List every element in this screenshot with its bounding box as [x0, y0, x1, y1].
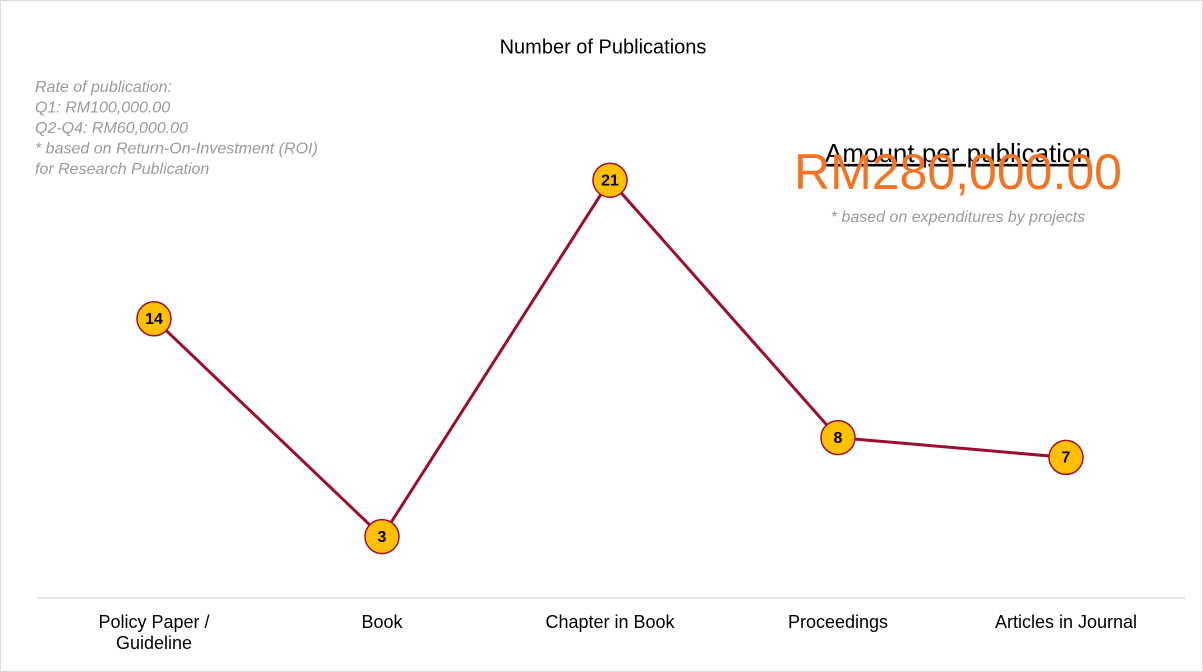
x-tick-label: Policy Paper / Guideline [98, 612, 210, 653]
marker [1048, 439, 1084, 476]
note-line: for Research Publication [35, 161, 209, 178]
x-tick-label: Proceedings [787, 612, 889, 632]
x-tick-label-box: Book [361, 612, 403, 632]
x-tick-label: Chapter in Book [545, 612, 675, 632]
data-label: 8 [834, 430, 843, 447]
x-tick-label-box: Chapter in Book [545, 612, 675, 632]
amount-value: RM280,000.00 [794, 144, 1122, 200]
note-line: Q2-Q4: RM60,000.00 [35, 120, 188, 137]
amount-note: * based on expenditures by projects [831, 209, 1085, 226]
data-label: 3 [378, 529, 387, 546]
x-tick-label-box: Proceedings [787, 612, 889, 632]
chart-title: Number of Publications [500, 36, 707, 58]
marker [136, 301, 172, 337]
data-label: 14 [145, 311, 163, 328]
note-line: Rate of publication: [35, 79, 172, 96]
x-tick-label-box: Policy Paper / Guideline [98, 612, 210, 653]
note-line: * based on Return-On-Investment (ROI) [35, 141, 318, 158]
x-tick-label-box: Articles in Journal [994, 612, 1138, 632]
marker [364, 518, 400, 555]
marker [592, 162, 628, 198]
data-label: 21 [601, 172, 619, 189]
x-tick-label: Articles in Journal [994, 612, 1138, 632]
amount-title: Amount per publication [825, 138, 1091, 168]
note-line: Q1: RM100,000.00 [35, 100, 170, 117]
x-tick-label: Book [361, 612, 403, 632]
marker [820, 419, 856, 456]
data-label: 7 [1062, 450, 1071, 467]
